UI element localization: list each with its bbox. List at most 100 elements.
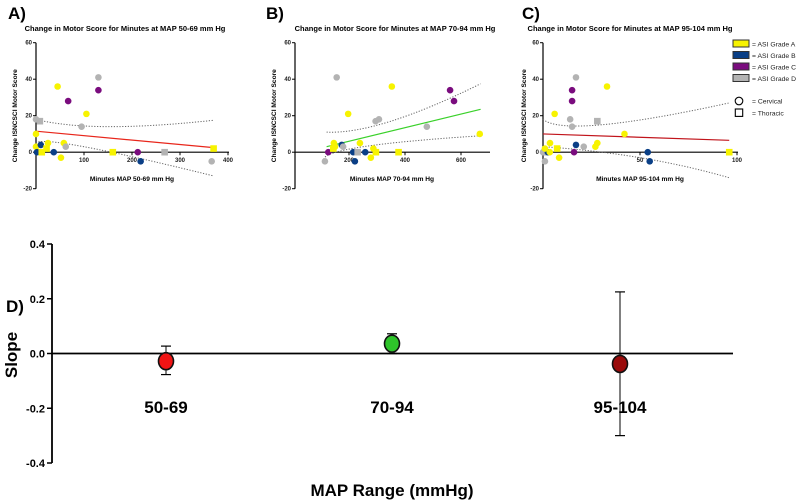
data-point-circle (580, 143, 588, 151)
y-axis-label: Change ISNCSCI Motor Score (12, 69, 19, 162)
y-tick-label: -0.2 (26, 403, 45, 415)
data-point-circle (541, 145, 549, 152)
data-point-circle (344, 110, 352, 118)
y-tick-label: 40 (25, 77, 32, 83)
data-point-circle (134, 148, 142, 156)
data-point-circle (95, 74, 102, 81)
y-tick-label: 0 (29, 150, 33, 156)
data-point-circle (644, 148, 652, 156)
data-point-circle (137, 158, 144, 165)
ci-upper-band (35, 118, 214, 128)
data-point-circle (570, 148, 578, 156)
data-point-square (210, 145, 217, 152)
x-tick-label: 50 (637, 158, 644, 164)
legend-swatch (732, 39, 750, 48)
regression-line (35, 130, 214, 149)
y-axis-label: Change ISNCSCI Motor Score (271, 69, 278, 162)
ci-upper-band (542, 102, 730, 127)
data-point-circle (54, 83, 61, 90)
data-point-square (38, 148, 46, 156)
legend-swatch (732, 51, 750, 59)
data-point-circle (375, 116, 383, 123)
data-point-circle (64, 97, 72, 105)
y-tick-label: 0 (288, 150, 292, 156)
data-point-square (109, 148, 117, 156)
y-tick-label: 60 (284, 41, 291, 47)
data-point-circle (551, 110, 558, 118)
y-tick-label: 0.0 (30, 349, 45, 361)
legend-swatch (732, 62, 750, 71)
data-point-circle (476, 130, 484, 138)
y-tick-label: 40 (284, 77, 291, 83)
x-tick-label: 100 (79, 158, 90, 164)
legend-label: = ASI Grade C (752, 64, 796, 71)
data-point-circle (568, 97, 576, 105)
y-tick-label: 0.4 (30, 239, 46, 251)
data-point-circle (568, 86, 576, 94)
data-point-circle (37, 141, 45, 149)
y-axis-label: Slope (2, 332, 21, 378)
data-point-circle (450, 97, 458, 105)
y-tick-label: 60 (25, 41, 32, 47)
regression-line (326, 108, 481, 148)
x-axis-label: Minutes MAP 95-104 mm Hg (596, 176, 684, 183)
data-point-square (43, 145, 50, 152)
data-point-circle (646, 158, 653, 165)
data-point-circle (44, 139, 52, 147)
data-point-circle (57, 154, 65, 161)
data-point-circle (83, 110, 90, 118)
legend-swatch (732, 74, 750, 82)
legend: = ASI Grade A = ASI Grade B = ASI Grade C =… (732, 39, 796, 118)
y-tick-label: 20 (532, 114, 539, 120)
data-point-square (36, 117, 44, 125)
data-point-circle (603, 83, 611, 90)
cervical-circle-icon (734, 96, 744, 106)
x-tick-label: 400 (223, 158, 234, 164)
x-axis-label: Minutes MAP 50-69 mm Hg (90, 176, 174, 183)
ci-lower-band (35, 141, 214, 177)
ci-lower-band (323, 135, 481, 160)
legend-label: = ASI Grade A (752, 41, 796, 48)
data-point-circle (572, 141, 580, 149)
ci-upper-band (326, 83, 481, 133)
regression-line (542, 133, 730, 141)
data-point-circle (388, 83, 396, 90)
y-tick-label: -0.4 (26, 458, 46, 470)
y-tick-label: 20 (284, 114, 291, 120)
data-point-circle (572, 74, 580, 81)
data-point-circle (351, 158, 359, 165)
panel-a: A)Change in Motor Score for Minutes at M… (8, 4, 234, 193)
data-point-square (372, 148, 380, 156)
x-tick-label: 200 (127, 158, 138, 164)
data-point-circle (339, 143, 347, 151)
chart-title: Change in Motor Score for Minutes at MAP… (25, 24, 226, 33)
y-tick-label: 0.2 (30, 294, 45, 306)
legend-label: = Thoracic (752, 111, 784, 118)
y-tick-label: 40 (532, 77, 539, 83)
chart-title: Change in Motor Score for Minutes at MAP… (528, 24, 733, 33)
data-point-square (354, 148, 361, 156)
data-point-circle (62, 143, 70, 151)
data-point-circle (333, 74, 340, 81)
x-tick-label: 400 (400, 158, 411, 164)
panel-b: B) Change in Motor Score for Minutes at M… (266, 4, 496, 193)
y-tick-label: 0 (536, 150, 540, 156)
x-axis-label: MAP Range (mmHg) (310, 481, 473, 500)
x-tick-label: 200 (344, 158, 355, 164)
data-point-circle (423, 123, 431, 130)
x-axis-label: Minutes MAP 70-94 mm Hg (350, 176, 434, 183)
panel-label: A) (8, 4, 26, 23)
data-point-circle (361, 148, 369, 156)
slope-point (383, 334, 401, 353)
data-point-circle (446, 86, 454, 94)
data-point-circle (32, 130, 40, 138)
data-point-circle (546, 148, 554, 156)
data-point-square (553, 145, 561, 152)
data-point-circle (541, 158, 549, 165)
legend-label: = ASI Grade B (752, 53, 796, 60)
chart-title: Change in Motor Score for Minutes at MAP… (295, 24, 496, 33)
data-point-circle (324, 148, 332, 156)
y-tick-label: 20 (25, 114, 32, 120)
